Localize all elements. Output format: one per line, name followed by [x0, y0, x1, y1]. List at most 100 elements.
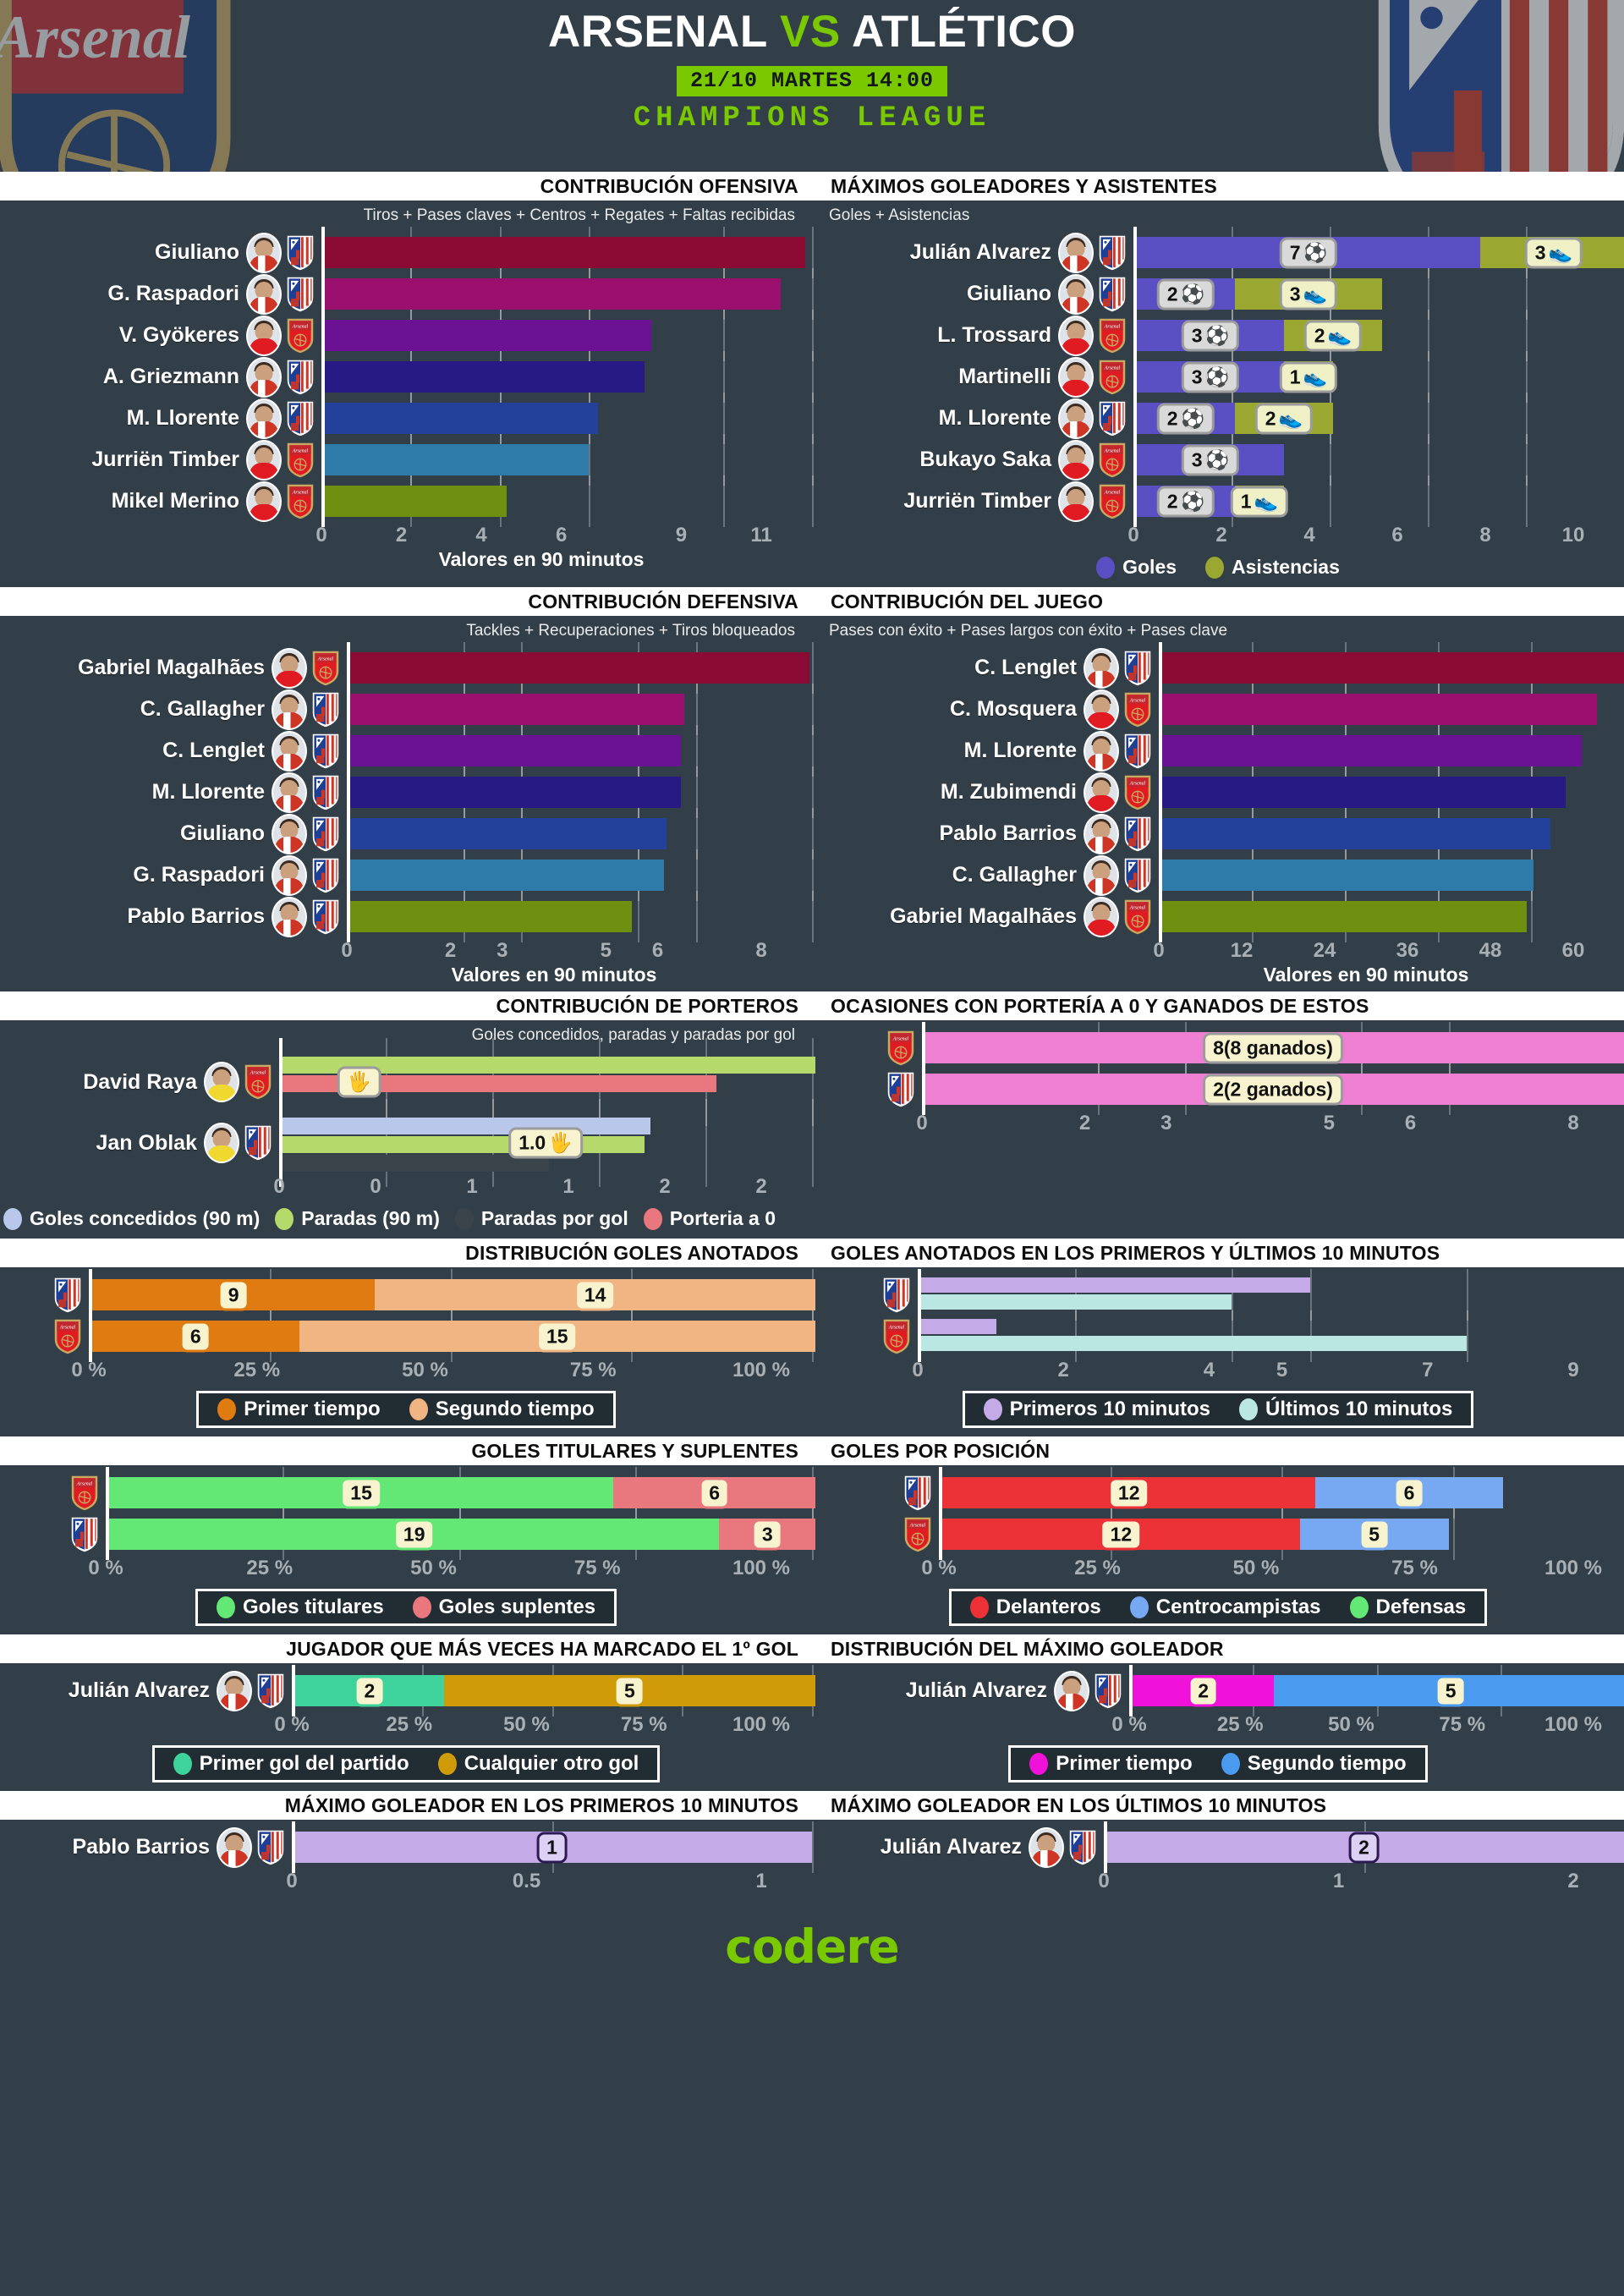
legend-label: Primer tiempo — [1056, 1752, 1193, 1775]
row-label: G. Raspadori — [0, 854, 347, 896]
player-photo — [1058, 481, 1094, 522]
bar — [325, 237, 806, 268]
x-tick-label: 0 % — [88, 1557, 123, 1579]
boot-icon: 👟 — [1303, 365, 1328, 387]
gridline — [695, 849, 698, 901]
x-tick-label: 75 % — [1391, 1557, 1438, 1579]
panel-goles_primeros_ultimos_10: GOLES ANOTADOS EN LOS PRIMEROS Y ÚLTIMOS… — [812, 1239, 1624, 1436]
x-tick-label: 0 — [273, 1175, 285, 1198]
x-axis-labels: 0 % 25 % 50 % 75 % 100 % — [921, 1557, 1602, 1584]
legend-item: Defensas — [1349, 1596, 1466, 1619]
row-label: Arsenal — [0, 1318, 89, 1355]
bar-segment — [283, 1057, 815, 1074]
player-photo — [272, 854, 307, 896]
atletico-crest-icon — [1124, 816, 1151, 851]
bar-plot: 8(8 ganados) — [922, 1022, 1624, 1074]
y-axis-line — [918, 1310, 921, 1362]
gridline — [1232, 1269, 1234, 1321]
legend-swatch-icon — [1205, 556, 1225, 579]
svg-text:Arsenal: Arsenal — [292, 448, 309, 453]
x-tick-label: 0 % — [274, 1713, 310, 1736]
chart-column: GOLES POR POSICIÓN 12 6 Arsenal 12 5 0 % 25 … — [812, 1436, 1624, 1634]
player-name: Pablo Barrios — [939, 821, 1077, 845]
row-label: Julián Alvarez — [812, 1826, 1104, 1868]
chart-legend: Primer gol del partido Cualquier otro go… — [0, 1740, 812, 1789]
arsenal-crest-icon: Arsenal — [287, 318, 314, 353]
table-row: M. Llorente 2 ⚽ 2 👟 — [812, 393, 1624, 444]
player-name: G. Raspadori — [133, 863, 265, 887]
player-name: Jurriën Timber — [903, 489, 1051, 513]
gridline — [812, 1038, 814, 1126]
legend-swatch-icon — [1349, 1596, 1369, 1618]
legend-item: Segundo tiempo — [1221, 1752, 1407, 1776]
home-team-name: ARSENAL — [548, 7, 767, 57]
table-row: A. Griezmann — [0, 351, 814, 403]
y-axis-line — [1159, 684, 1162, 735]
legend-item: Goles suplentes — [412, 1596, 596, 1619]
player-photo — [246, 439, 282, 481]
player-name: Julián Alvarez — [909, 240, 1051, 264]
atletico-crest-icon — [887, 1072, 914, 1107]
atletico-crest-icon — [287, 360, 314, 394]
x-axis-labels: 0 % 25 % 50 % 75 % 100 % — [71, 1359, 790, 1386]
codere-logo: codere — [725, 1920, 899, 1974]
gridline — [812, 310, 814, 361]
player-name: Jan Oblak — [96, 1130, 198, 1155]
y-axis-line — [106, 1508, 109, 1560]
x-tick-label: 12 — [1230, 939, 1254, 962]
panel-title-contribucion_porteros: CONTRIBUCIÓN DE PORTEROS — [496, 994, 798, 1017]
bar-plot — [347, 766, 814, 818]
bar-plot: 2 ⚽ 1 👟 — [1133, 475, 1624, 527]
chart-contribucion_del_juego: C. Lenglet C. Mosquera Arsenal M. Lloren… — [812, 642, 1624, 990]
svg-text:Arsenal: Arsenal — [317, 656, 334, 662]
bar-plot — [321, 310, 814, 361]
panel-title-contribucion_defensiva: CONTRIBUCIÓN DEFENSIVA — [528, 590, 798, 612]
chart-contribucion_defensiva: Gabriel Magalhães Arsenal C. Gallagher C… — [0, 642, 814, 990]
legend-swatch-icon — [217, 1398, 237, 1420]
legend-label: Paradas (90 m) — [301, 1207, 440, 1229]
player-photo — [272, 730, 307, 772]
player-name: Jurriën Timber — [91, 448, 239, 471]
player-name: M. Llorente — [938, 406, 1051, 430]
x-tick-label: 2 — [1567, 1870, 1579, 1892]
bar-plot — [321, 434, 814, 486]
atletico-crest-icon — [287, 401, 314, 436]
table-row: Jurriën Timber Arsenal 2 ⚽ 1 👟 — [812, 475, 1624, 527]
table-row: Mikel Merino Arsenal — [0, 475, 814, 527]
legend-label: Paradas por gol — [480, 1207, 628, 1229]
svg-text:Arsenal: Arsenal — [1129, 781, 1146, 786]
player-name: Giuliano — [180, 821, 265, 845]
legend-swatch-icon — [969, 1596, 989, 1618]
svg-text:Arsenal: Arsenal — [1129, 698, 1146, 703]
x-tick-label: 48 — [1479, 939, 1502, 962]
value-badge: 19 — [392, 1519, 436, 1550]
assists-value-badge: 1 👟 — [1279, 361, 1338, 393]
row-label: Julián Alvarez — [812, 232, 1133, 273]
row-label: M. Llorente — [812, 730, 1159, 772]
legend-label: Goles suplentes — [438, 1596, 596, 1618]
bar — [1162, 860, 1533, 891]
legend-swatch-icon — [643, 1207, 662, 1230]
panel-title-bar: MÁXIMOS GOLEADORES Y ASISTENTES — [812, 172, 1624, 200]
page-title: ARSENAL VS ATLÉTICO — [0, 7, 1624, 58]
boot-icon: 👟 — [1254, 490, 1279, 512]
chart-column: MÁXIMO GOLEADOR EN LOS PRIMEROS 10 MINUT… — [0, 1791, 814, 1898]
svg-text:Arsenal: Arsenal — [59, 1325, 76, 1330]
row-label — [812, 1475, 939, 1512]
atletico-crest-icon — [257, 1673, 284, 1708]
bar-plot — [321, 227, 814, 278]
panel-subtitle-contribucion_ofensiva: Tiros + Pases claves + Centros + Regates… — [363, 206, 795, 224]
row-label: Giuliano — [812, 273, 1133, 315]
arsenal-crest-icon: Arsenal — [1124, 692, 1151, 727]
x-tick-label: 0 — [370, 1175, 381, 1198]
atletico-crest-icon — [1099, 277, 1126, 311]
player-name: Julián Alvarez — [880, 1835, 1022, 1859]
x-tick-label: 24 — [1313, 939, 1336, 962]
hand-icon: 🖐 — [347, 1070, 371, 1093]
header-center-block: ARSENAL VS ATLÉTICO 21/10 MARTES 14:00 C… — [0, 7, 1624, 135]
chart-column: CONTRIBUCIÓN DEL JUEGO Pases con éxito +… — [812, 587, 1624, 991]
x-tick-label: 2 — [1215, 524, 1227, 547]
x-tick-label: 4 — [1203, 1359, 1215, 1381]
x-tick-label: 4 — [1303, 524, 1315, 547]
chart-distribucion_goles_anotados: 9 14 Arsenal 6 15 0 % 25 % 50 % 75 % 100 % Prim… — [0, 1269, 815, 1435]
